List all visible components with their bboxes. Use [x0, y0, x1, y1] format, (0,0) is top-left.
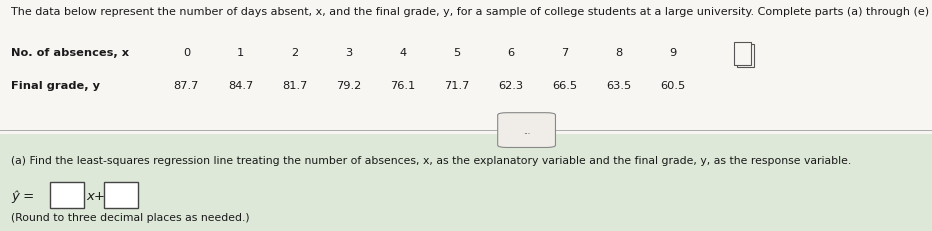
- Text: 4: 4: [399, 48, 406, 58]
- Text: (a) Find the least-squares regression line treating the number of absences, x, a: (a) Find the least-squares regression li…: [11, 155, 852, 166]
- Text: 6: 6: [507, 48, 514, 58]
- Text: 66.5: 66.5: [553, 80, 577, 91]
- Text: 87.7: 87.7: [173, 80, 199, 91]
- Text: ...: ...: [523, 126, 530, 135]
- Text: (Round to three decimal places as needed.): (Round to three decimal places as needed…: [11, 212, 250, 222]
- Text: 63.5: 63.5: [606, 80, 632, 91]
- FancyBboxPatch shape: [0, 0, 932, 134]
- Text: 1: 1: [237, 48, 244, 58]
- Text: 9: 9: [669, 48, 677, 58]
- FancyBboxPatch shape: [737, 45, 754, 68]
- Text: 71.7: 71.7: [444, 80, 470, 91]
- Text: 76.1: 76.1: [390, 80, 416, 91]
- FancyBboxPatch shape: [734, 43, 751, 66]
- FancyBboxPatch shape: [498, 113, 555, 148]
- Text: 2: 2: [291, 48, 298, 58]
- Text: 8: 8: [615, 48, 623, 58]
- Text: 60.5: 60.5: [660, 80, 686, 91]
- Text: The data below represent the number of days absent, x, and the final grade, y, f: The data below represent the number of d…: [11, 7, 932, 17]
- Text: 62.3: 62.3: [499, 80, 523, 91]
- Text: 3: 3: [345, 48, 352, 58]
- Text: No. of absences, x: No. of absences, x: [11, 48, 130, 58]
- Text: 79.2: 79.2: [336, 80, 362, 91]
- Text: 5: 5: [453, 48, 460, 58]
- Text: 7: 7: [561, 48, 569, 58]
- Text: 0: 0: [183, 48, 190, 58]
- Text: x+: x+: [87, 189, 105, 202]
- Text: 81.7: 81.7: [281, 80, 308, 91]
- FancyBboxPatch shape: [50, 182, 84, 208]
- FancyBboxPatch shape: [0, 134, 932, 231]
- FancyBboxPatch shape: [104, 182, 138, 208]
- Text: 84.7: 84.7: [227, 80, 254, 91]
- Text: Final grade, y: Final grade, y: [11, 80, 100, 91]
- Text: ŷ =: ŷ =: [11, 189, 34, 202]
